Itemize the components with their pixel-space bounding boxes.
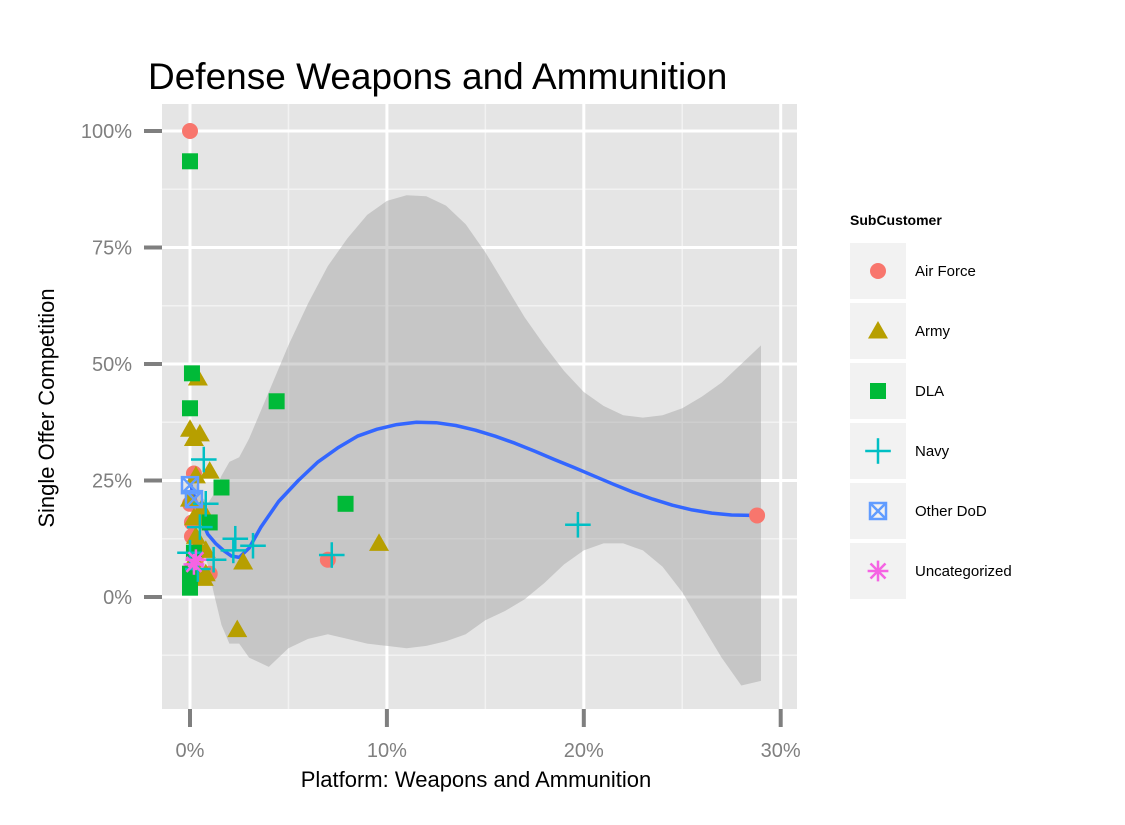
point-air-force-shape xyxy=(749,507,766,524)
point-army xyxy=(195,563,216,582)
legend-label-dla: DLA xyxy=(915,383,944,400)
legend-label-uncategorized: Uncategorized xyxy=(915,563,1012,580)
point-navy xyxy=(220,537,247,564)
point-army-shape xyxy=(369,533,390,551)
point-dla-shape xyxy=(182,153,198,170)
point-dla-shape xyxy=(182,400,198,417)
point-army-shape xyxy=(199,461,220,479)
point-army-shape xyxy=(185,465,206,484)
point-air-force xyxy=(182,123,198,139)
legend-marker-uncategorized xyxy=(867,560,889,582)
point-dla-shape xyxy=(268,393,285,410)
axes: 0% 25% 50% 75% 100% 0% 10% 20% 30% xyxy=(81,121,801,762)
legend-label-army: Army xyxy=(915,323,950,340)
point-army-shape xyxy=(195,563,216,582)
point-army xyxy=(185,465,206,484)
point-navy xyxy=(190,446,217,473)
point-uncategorized xyxy=(183,553,205,575)
point-army-shape xyxy=(227,619,248,638)
point-army xyxy=(227,619,248,638)
legend-marker-air-force-shape xyxy=(870,263,886,279)
point-navy xyxy=(318,542,345,568)
point-dla-shape xyxy=(182,579,198,596)
y-axis-title: Single Offer Competition xyxy=(34,288,59,527)
y-tick-label: 50% xyxy=(92,354,132,376)
y-tick-label: 75% xyxy=(92,238,132,260)
point-dla xyxy=(183,365,200,382)
legend-marker-dla-shape xyxy=(870,383,886,399)
y-tick-label: 100% xyxy=(81,121,132,143)
legend-marker-other-dod xyxy=(868,501,888,521)
point-dla-shape xyxy=(183,365,200,382)
point-dla-shape xyxy=(213,479,230,496)
point-dla xyxy=(268,393,285,410)
smooth-line-path xyxy=(188,420,759,560)
legend-title: SubCustomer xyxy=(850,212,942,228)
y-tick-label: 25% xyxy=(92,471,132,493)
point-dla xyxy=(213,479,230,496)
legend-marker-other-dod-d2 xyxy=(869,502,887,520)
point-other-dod xyxy=(184,489,204,509)
point-navy xyxy=(222,525,249,552)
point-army xyxy=(233,552,254,570)
data-points xyxy=(177,123,766,638)
point-other-dod-box xyxy=(180,475,200,495)
legend-label-navy: Navy xyxy=(915,443,950,460)
x-tick-label: 10% xyxy=(367,740,407,762)
point-dla xyxy=(182,400,198,417)
point-navy xyxy=(565,511,591,538)
smooth-line xyxy=(188,420,759,560)
point-navy xyxy=(187,514,213,540)
point-air-force xyxy=(749,507,766,524)
x-axis-title: Platform: Weapons and Ammunition xyxy=(301,767,652,792)
point-navy xyxy=(240,532,266,559)
point-dla xyxy=(182,153,198,170)
x-tick-label: 20% xyxy=(564,740,604,762)
point-army xyxy=(369,533,390,551)
point-army-shape xyxy=(233,552,254,570)
point-dla-shape xyxy=(337,495,354,512)
point-army-shape xyxy=(189,423,210,442)
point-army xyxy=(199,461,220,479)
point-dla xyxy=(182,579,198,596)
legend-marker-army-shape xyxy=(868,321,888,339)
legend-label-other-dod: Other DoD xyxy=(915,503,987,520)
legend-marker-air-force xyxy=(870,263,886,279)
legend-marker-uncategorized-a4 xyxy=(869,562,887,580)
y-tick-label: 0% xyxy=(103,587,132,609)
plot-panel xyxy=(162,104,797,709)
point-other-dod-d2 xyxy=(181,476,199,495)
point-other-dod-box xyxy=(184,489,204,509)
point-uncategorized-a4 xyxy=(185,556,203,573)
legend-marker-other-dod-box xyxy=(868,501,888,521)
legend: SubCustomer Air Force Army DLA Navy Other Do… xyxy=(850,212,1012,599)
plot-background xyxy=(162,104,797,709)
legend-marker-dla xyxy=(870,383,886,399)
legend-marker-army xyxy=(868,321,888,339)
point-dla xyxy=(337,495,354,512)
legend-label-air-force: Air Force xyxy=(915,263,976,280)
chart-title: Defense Weapons and Ammunition xyxy=(148,56,728,97)
point-army xyxy=(189,423,210,442)
x-tick-label: 30% xyxy=(761,740,801,762)
x-tick-label: 0% xyxy=(176,740,205,762)
point-air-force-shape xyxy=(182,123,198,139)
point-other-dod-d2 xyxy=(185,490,203,509)
legend-marker-navy xyxy=(865,438,891,464)
